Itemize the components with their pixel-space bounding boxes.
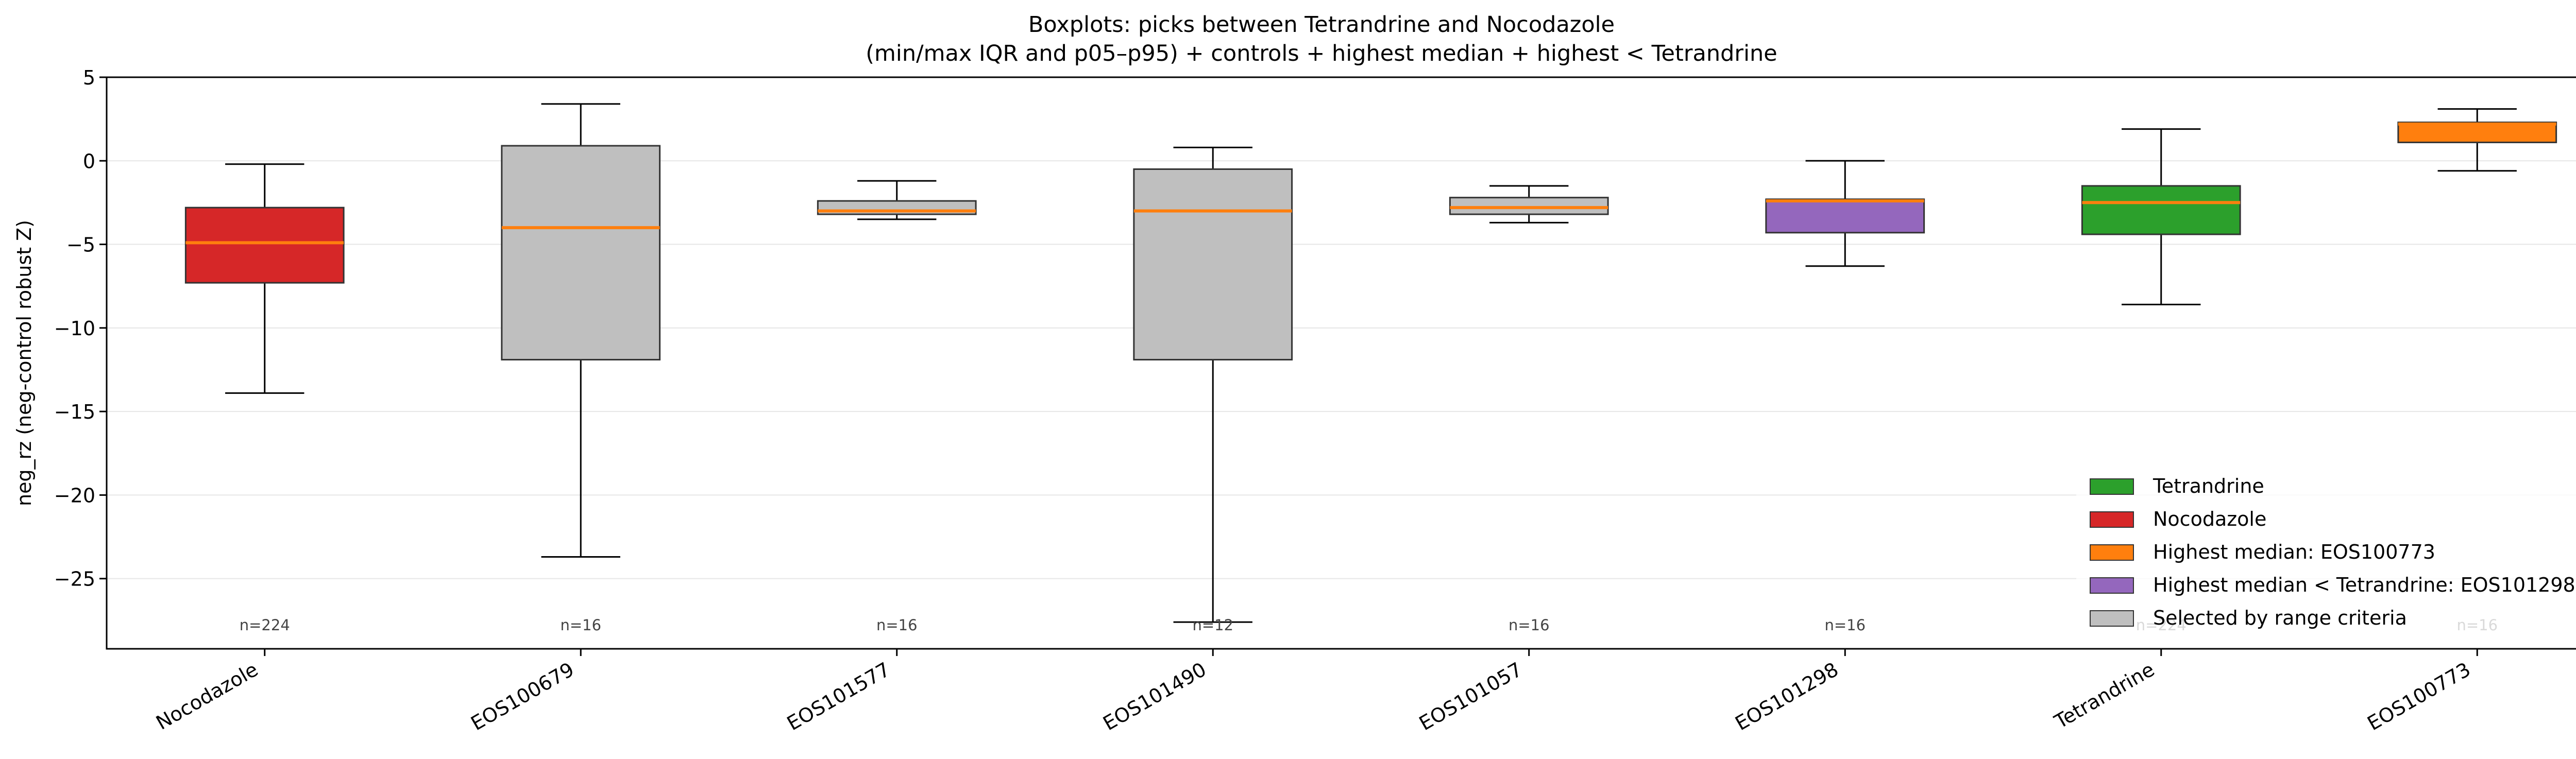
y-tick-label: −5	[66, 234, 95, 256]
y-tick-label: −15	[54, 401, 95, 423]
legend-frame	[2076, 466, 2576, 641]
y-tick-label: −10	[54, 317, 95, 340]
count-label: n=12	[1192, 616, 1233, 634]
iqr-box	[1765, 198, 1925, 234]
x-tick-label: EOS101298	[1732, 658, 1842, 735]
chart-subtitle: (min/max IQR and p05–p95) + controls + h…	[866, 41, 1777, 66]
iqr-box	[501, 145, 661, 361]
legend-label: Highest median: EOS100773	[2153, 541, 2435, 563]
legend-item: Highest median: EOS100773	[2090, 541, 2435, 563]
legend-swatch	[2090, 478, 2134, 495]
x-tick-label: Nocodazole	[152, 658, 262, 734]
count-label: n=16	[1509, 616, 1550, 634]
y-axis-ticks: 5 0 −5 −10 −15 −20 −25	[54, 66, 107, 591]
legend: Tetrandrine Nocodazole Highest median: EOS…	[2076, 466, 2576, 641]
legend-item: Selected by range criteria	[2090, 607, 2407, 629]
x-tick-label: EOS100773	[2364, 658, 2475, 735]
count-label: n=224	[240, 616, 290, 634]
count-label: n=16	[560, 616, 601, 634]
y-tick-label: −25	[54, 568, 95, 591]
box-EOS101577	[817, 180, 977, 220]
box-EOS101298	[1765, 160, 1925, 267]
legend-item: Nocodazole	[2090, 508, 2266, 530]
legend-swatch	[2090, 577, 2134, 594]
iqr-box	[184, 206, 345, 284]
x-tick-label: EOS101577	[783, 658, 894, 735]
legend-swatch	[2090, 511, 2134, 528]
x-axis-ticks: Nocodazole EOS100679 EOS101577 EOS101490 EOS…	[152, 649, 2478, 735]
box-EOS101490	[1133, 146, 1293, 623]
count-label: n=16	[876, 616, 918, 634]
legend-item: Tetrandrine	[2090, 475, 2264, 497]
box-Nocodazole	[184, 163, 345, 394]
y-tick-label: 0	[83, 150, 95, 173]
x-tick-label: Tetrandrine	[2050, 658, 2158, 734]
legend-label: Tetrandrine	[2153, 475, 2264, 497]
iqr-box	[2081, 185, 2241, 235]
x-tick-label: EOS101490	[1099, 658, 1210, 735]
y-tick-label: −20	[54, 484, 95, 507]
legend-label: Nocodazole	[2153, 508, 2266, 530]
legend-item: Highest median < Tetrandrine: EOS101298	[2090, 574, 2575, 596]
iqr-box	[1133, 168, 1293, 361]
legend-swatch	[2090, 544, 2134, 561]
iqr-box	[2397, 122, 2557, 144]
chart-title: Boxplots: picks between Tetrandrine and …	[1028, 12, 1615, 38]
box-EOS101057	[1449, 185, 1609, 223]
box-EOS100773	[2397, 108, 2557, 172]
x-tick-label: EOS100679	[467, 658, 578, 735]
legend-swatch	[2090, 610, 2134, 627]
box-Tetrandrine	[2081, 128, 2241, 305]
count-label: n=16	[1824, 616, 1866, 634]
plot-area-frame	[106, 76, 2576, 650]
legend-label: Highest median < Tetrandrine: EOS101298	[2153, 574, 2575, 596]
x-tick-label: EOS101057	[1415, 658, 1526, 735]
y-tick-label: 5	[83, 66, 95, 89]
iqr-box	[1449, 197, 1609, 215]
legend-label: Selected by range criteria	[2153, 607, 2407, 629]
box-EOS100679	[501, 103, 661, 558]
y-axis-label: neg_rz (neg-control robust Z)	[13, 220, 36, 506]
boxes-layer	[184, 103, 2557, 623]
